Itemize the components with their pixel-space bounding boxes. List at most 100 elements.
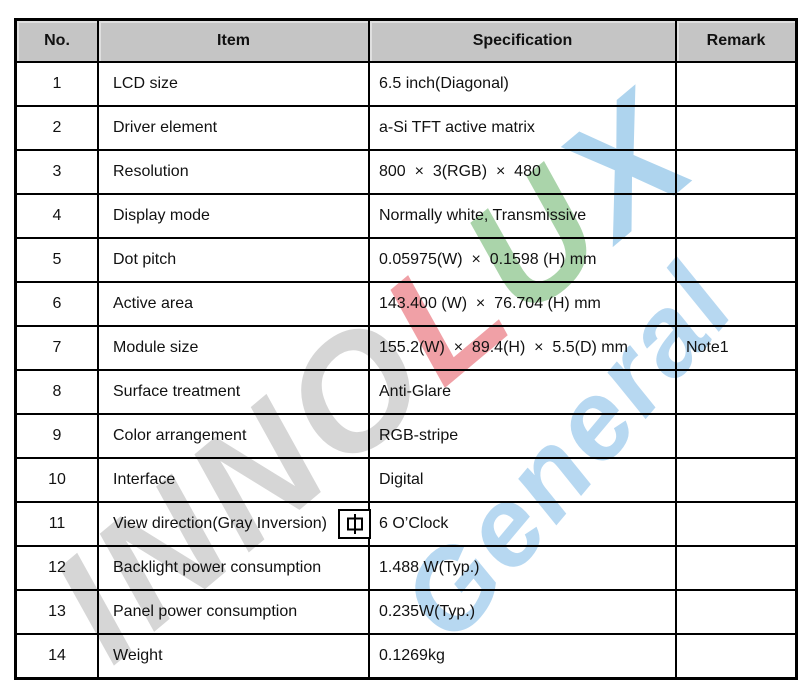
specification-cell: Normally white, Transmissive	[368, 193, 677, 239]
remark-cell	[675, 413, 798, 459]
row-number-cell: 8	[14, 369, 99, 415]
remark-cell	[675, 193, 798, 239]
specification-cell: 1.488 W(Typ.)	[368, 545, 677, 591]
anchor-vline	[353, 514, 356, 534]
specification-cell: a-Si TFT active matrix	[368, 105, 677, 151]
row-number-cell-text: 1	[52, 75, 62, 92]
header-row: No. Item Specification Remark	[14, 18, 798, 63]
remark-cell	[675, 149, 798, 195]
specification-cell: 0.235W(Typ.)	[368, 589, 677, 635]
specification-cell-text: Normally white, Transmissive	[379, 207, 587, 224]
table-row: 1 LCD size 6.5 inch(Diagonal)	[14, 61, 798, 107]
row-number-cell-text: 2	[52, 119, 62, 136]
item-cell: Backlight power consumption	[97, 545, 370, 591]
row-number-cell: 12	[14, 545, 99, 591]
specification-cell-text: 155.2(W) × 89.4(H) × 5.5(D) mm	[379, 339, 628, 356]
specification-cell-text: Anti-Glare	[379, 383, 452, 400]
item-cell: Active area	[97, 281, 370, 327]
table-row: 7 Module size 155.2(W) × 89.4(H) × 5.5(D) …	[14, 325, 798, 371]
table-row: 10 Interface Digital	[14, 457, 798, 503]
row-number-cell-text: 14	[48, 647, 66, 664]
remark-cell: Note1	[675, 325, 798, 371]
item-cell: Panel power consumption	[97, 589, 370, 635]
table-row: 4 Display mode Normally white, Transmissiv…	[14, 193, 798, 239]
item-cell-text: Interface	[113, 471, 176, 488]
row-number-cell-text: 8	[52, 383, 62, 400]
table-header: No. Item Specification Remark	[14, 18, 798, 63]
row-number-cell: 6	[14, 281, 99, 327]
remark-cell	[675, 105, 798, 151]
item-cell-text: Dot pitch	[113, 251, 177, 268]
row-number-cell: 1	[14, 61, 99, 107]
row-number-cell-text: 11	[48, 515, 66, 532]
specification-cell-text: 0.05975(W) × 0.1598 (H) mm	[379, 251, 597, 268]
item-cell-text: Panel power consumption	[113, 603, 298, 620]
remark-cell	[675, 237, 798, 283]
specification-cell-text: 143.400 (W) × 76.704 (H) mm	[379, 295, 601, 312]
specification-cell-text: a-Si TFT active matrix	[379, 119, 535, 136]
remark-cell	[675, 281, 798, 327]
specification-cell-text: 1.488 W(Typ.)	[379, 559, 480, 576]
remark-cell	[675, 545, 798, 591]
table-row: 5 Dot pitch 0.05975(W) × 0.1598 (H) mm	[14, 237, 798, 283]
specification-cell: 155.2(W) × 89.4(H) × 5.5(D) mm	[368, 325, 677, 371]
item-cell: Weight	[97, 633, 370, 680]
row-number-cell: 3	[14, 149, 99, 195]
specification-cell: RGB-stripe	[368, 413, 677, 459]
table-row: 8 Surface treatment Anti-Glare	[14, 369, 798, 415]
specification-cell: Digital	[368, 457, 677, 503]
item-cell-text: Module size	[113, 339, 199, 356]
object-anchor-icon	[338, 509, 371, 539]
item-cell-text: Backlight power consumption	[113, 559, 322, 576]
row-number-cell-text: 6	[52, 295, 62, 312]
remark-cell	[675, 61, 798, 107]
row-number-cell: 9	[14, 413, 99, 459]
specification-cell-text: Digital	[379, 471, 424, 488]
row-number-cell-text: 3	[52, 163, 62, 180]
remark-cell	[675, 369, 798, 415]
item-cell-text: Display mode	[113, 207, 210, 224]
table-row: 3 Resolution 800 × 3(RGB) × 480	[14, 149, 798, 195]
row-number-cell: 13	[14, 589, 99, 635]
table-row: 14 Weight 0.1269kg	[14, 633, 798, 680]
remark-cell	[675, 633, 798, 680]
item-cell-text: Active area	[113, 295, 194, 312]
item-cell-text: Surface treatment	[113, 383, 241, 400]
header-specification: Specification	[368, 18, 677, 63]
row-number-cell: 2	[14, 105, 99, 151]
specification-cell-text: 0.1269kg	[379, 647, 445, 664]
specification-cell-text: 6.5 inch(Diagonal)	[379, 75, 509, 92]
specification-cell: 0.1269kg	[368, 633, 677, 680]
anchor-rect	[346, 517, 363, 531]
item-cell-text: View direction(Gray Inversion)	[113, 515, 328, 532]
specification-cell: Anti-Glare	[368, 369, 677, 415]
remark-cell	[675, 589, 798, 635]
item-cell: LCD size	[97, 61, 370, 107]
specification-cell-text: 0.235W(Typ.)	[379, 603, 476, 620]
specification-cell: 0.05975(W) × 0.1598 (H) mm	[368, 237, 677, 283]
row-number-cell: 14	[14, 633, 99, 680]
general-specifications-table: No. Item Specification Remark 1 LCD size 6…	[14, 18, 798, 680]
specification-cell-text: 6 O’Clock	[379, 515, 449, 532]
table-row: 6 Active area 143.400 (W) × 76.704 (H) mm	[14, 281, 798, 327]
item-cell: Resolution	[97, 149, 370, 195]
table-row: 9 Color arrangement RGB-stripe	[14, 413, 798, 459]
row-number-cell: 7	[14, 325, 99, 371]
row-number-cell-text: 12	[48, 559, 66, 576]
row-number-cell-text: 13	[48, 603, 66, 620]
specification-cell: 6 O’Clock	[368, 501, 677, 547]
item-cell-text: Resolution	[113, 163, 189, 180]
item-cell-text: Weight	[113, 647, 163, 664]
table-row: 2 Driver element a-Si TFT active matrix	[14, 105, 798, 151]
row-number-cell-text: 9	[52, 427, 62, 444]
header-remark: Remark	[675, 18, 798, 63]
row-number-cell-text: 10	[48, 471, 66, 488]
specification-cell-text: 800 × 3(RGB) × 480	[379, 163, 541, 180]
item-cell-text: Driver element	[113, 119, 218, 136]
item-cell: Dot pitch	[97, 237, 370, 283]
table-row: 13 Panel power consumption 0.235W(Typ.)	[14, 589, 798, 635]
item-cell-text: Color arrangement	[113, 427, 247, 444]
table-row: 12 Backlight power consumption 1.488 W(Typ…	[14, 545, 798, 591]
item-cell: Interface	[97, 457, 370, 503]
